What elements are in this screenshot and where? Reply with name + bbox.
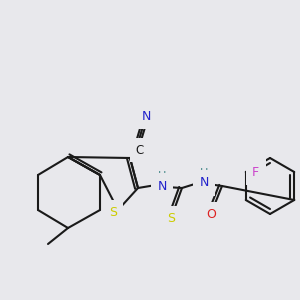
- Text: S: S: [109, 206, 117, 220]
- Text: S: S: [167, 212, 175, 226]
- Text: F: F: [252, 166, 259, 178]
- Text: H: H: [158, 171, 166, 181]
- Text: O: O: [206, 208, 216, 221]
- Text: C: C: [136, 143, 144, 157]
- Text: N: N: [199, 176, 209, 190]
- Text: N: N: [157, 179, 167, 193]
- Text: N: N: [141, 110, 151, 122]
- Text: H: H: [200, 168, 208, 178]
